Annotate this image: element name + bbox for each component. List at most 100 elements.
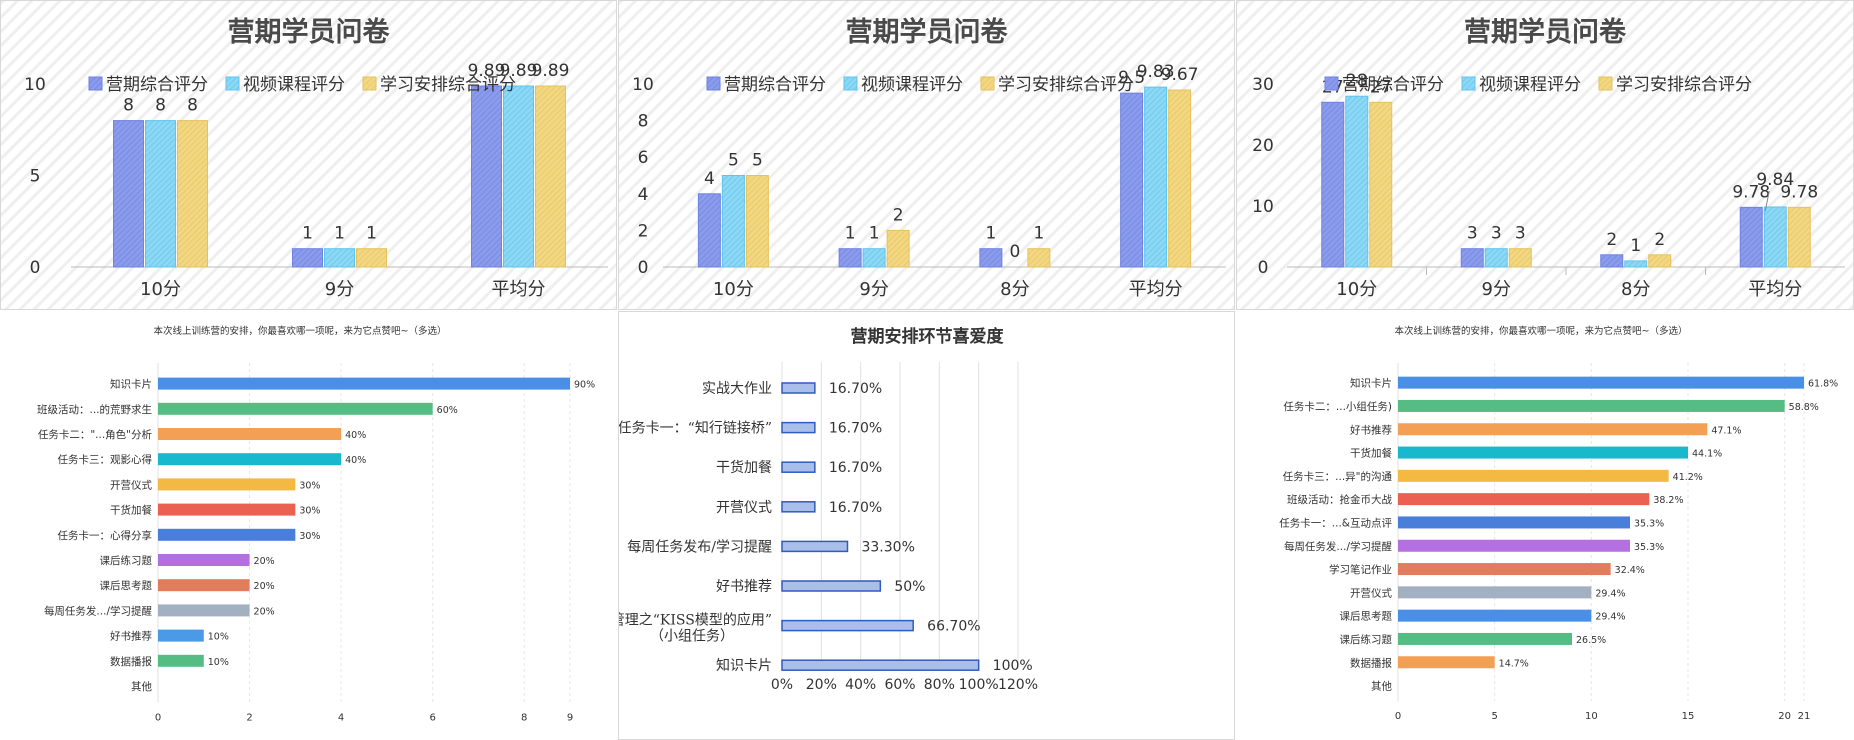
bar-3 xyxy=(356,248,387,268)
category-label: 任务卡一：“知行链接桥” xyxy=(619,420,772,437)
data-label: 1 xyxy=(366,224,377,244)
y-tick-label: 4 xyxy=(638,185,649,205)
category-label: 班级活动：抢金币大战 xyxy=(1287,493,1392,506)
x-tick-label: 20 xyxy=(1778,711,1791,722)
bar xyxy=(158,428,342,440)
category-label: 任务卡二："...角色"分析 xyxy=(38,428,153,441)
chart-title: 本次线上训练营的安排，你最喜欢哪一项呢，来为它点赞吧~（多选） xyxy=(154,325,447,337)
x-tick-label: 10分 xyxy=(140,279,181,300)
chart-panel-4: 本次线上训练营的安排，你最喜欢哪一项呢，来为它点赞吧~（多选） 0 2 4 6 8 9 知识卡… xyxy=(0,311,617,740)
bar xyxy=(1398,423,1708,436)
x-tick-label: 平均分 xyxy=(1129,279,1183,300)
bar xyxy=(158,629,204,642)
data-label: 8 xyxy=(155,96,166,116)
data-label: 9.89 xyxy=(468,61,506,81)
data-label: 66.70% xyxy=(927,619,980,635)
chart-title: 营期学员问卷 xyxy=(846,16,1009,48)
chart-panel-2: 营期学员问卷 0 2 4 6 8 10 4 5 5 10分 1 1 2 9分 1 0 1 8分 9.5 9.83 9.67… xyxy=(618,0,1235,310)
data-label: 4 xyxy=(704,169,715,189)
bar-3 xyxy=(1168,89,1192,268)
data-label: 44.1% xyxy=(1692,449,1722,460)
category-label: 好书推荐 xyxy=(110,630,152,643)
y-tick-label: 10 xyxy=(632,75,654,95)
x-tick-label: 5 xyxy=(1491,711,1497,722)
bar-3 xyxy=(1787,206,1811,268)
data-label: 1 xyxy=(302,224,313,244)
chart-title: 营期学员问卷 xyxy=(228,16,391,48)
chart-panel-1: 营期学员问卷 0 5 10 8 8 8 10分 1 1 1 9分 9.89 9.89 9.89 平均分 营期综合… xyxy=(0,0,617,310)
bar xyxy=(781,659,980,671)
legend-swatch xyxy=(980,76,995,91)
category-label: 干货加餐 xyxy=(1350,447,1392,460)
bar xyxy=(158,503,296,516)
bar xyxy=(781,461,816,473)
x-tick-label: 60% xyxy=(884,677,915,693)
bar xyxy=(158,579,250,592)
category-label: 学习笔记作业 xyxy=(1329,563,1392,576)
data-label: 20% xyxy=(254,606,275,617)
bar xyxy=(781,540,849,553)
bar xyxy=(1398,493,1650,506)
category-label: 开营仪式 xyxy=(716,500,772,516)
category-label: 班级活动：...的荒野求生 xyxy=(37,403,152,416)
bar xyxy=(1398,516,1630,529)
bar-2 xyxy=(1144,86,1168,268)
x-tick-label: 10 xyxy=(1585,711,1598,722)
bar-3 xyxy=(535,85,566,268)
data-label: 16.70% xyxy=(829,460,882,476)
data-label: 90% xyxy=(574,380,595,391)
bar xyxy=(1398,632,1572,645)
bar xyxy=(781,619,914,632)
category-label: 课后思考题 xyxy=(100,580,153,592)
bar-2 xyxy=(324,248,355,268)
bar xyxy=(1398,446,1688,459)
x-tick-label: 0% xyxy=(771,677,793,693)
bar-3 xyxy=(745,175,769,268)
bar-1 xyxy=(1120,92,1144,268)
bar xyxy=(781,580,882,592)
data-label: 9.89 xyxy=(500,61,538,81)
legend-label: 学习安排综合评分 xyxy=(380,75,516,95)
category-label: 知识卡片 xyxy=(1350,377,1392,390)
data-label: 40% xyxy=(345,430,366,441)
data-label: 3 xyxy=(1491,224,1502,244)
data-label: 29.4% xyxy=(1595,588,1625,599)
category-label: 其他 xyxy=(131,680,152,693)
bar xyxy=(158,453,342,466)
category-label: 好书推荐 xyxy=(1350,423,1392,436)
legend-swatch xyxy=(1324,76,1339,91)
data-label: 20% xyxy=(254,581,275,592)
legend-swatch xyxy=(225,76,240,91)
data-label: 2 xyxy=(893,205,904,225)
bar-1 xyxy=(292,248,323,268)
y-tick-label: 5 xyxy=(30,167,41,187)
chart-panel-5: 营期安排环节喜爱度 0% 20% 40% 60% 80% 100% 120% 实战大作业 16.7… xyxy=(618,311,1235,740)
data-label: 1 xyxy=(985,224,996,244)
category-label: 知识卡片 xyxy=(716,657,772,674)
horizontal-bar-chart-3: 本次线上训练营的安排，你最喜欢哪一项呢，来为它点赞吧~（多选） 0 5 10 15 20 2… xyxy=(1279,325,1838,722)
category-label: 任务卡三：观影心得 xyxy=(58,453,153,466)
y-tick-label: 30 xyxy=(1252,75,1274,95)
category-label: 每周任务发.../学习提醒 xyxy=(1284,540,1393,553)
bar-1 xyxy=(697,193,721,268)
x-tick-label: 40% xyxy=(845,677,876,693)
data-label: 60% xyxy=(437,405,458,416)
bar-2 xyxy=(1484,248,1508,268)
bar xyxy=(158,604,250,617)
data-label: 32.4% xyxy=(1615,565,1645,576)
data-label: 9.67 xyxy=(1161,65,1199,85)
category-label: 知识卡片 xyxy=(110,378,152,391)
category-label: 任务卡一：...&互动点评 xyxy=(1279,516,1392,529)
category-label: 开营仪式 xyxy=(110,478,152,491)
data-label: 38.2% xyxy=(1653,495,1683,506)
y-tick-label: 0 xyxy=(30,258,41,278)
bar-3 xyxy=(886,229,910,268)
data-label: 26.5% xyxy=(1576,635,1606,646)
data-label: 9.78 xyxy=(1780,182,1818,202)
bar-2 xyxy=(503,85,534,268)
y-tick-label: 10 xyxy=(1252,197,1274,217)
bar-1 xyxy=(471,85,502,268)
x-tick-label: 平均分 xyxy=(1748,279,1802,300)
legend-label: 视频课程评分 xyxy=(1479,75,1581,95)
